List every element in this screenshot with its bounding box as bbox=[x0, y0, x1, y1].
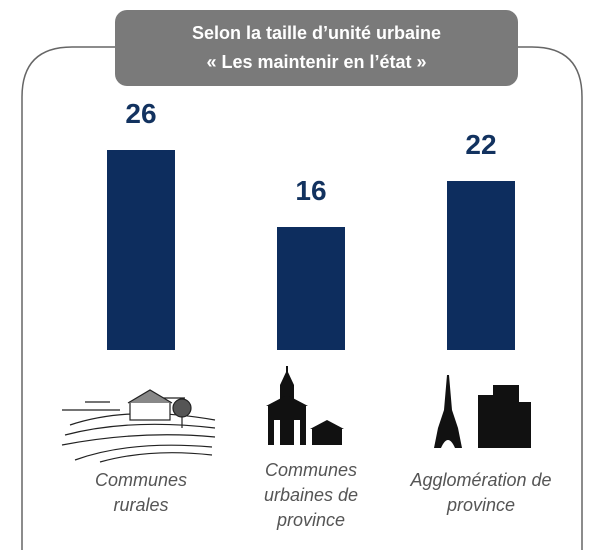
bar bbox=[277, 227, 345, 350]
city-icon bbox=[434, 375, 531, 448]
category-label: Agglomération de province bbox=[396, 468, 566, 518]
bar bbox=[107, 150, 175, 350]
rural-icon bbox=[62, 390, 215, 462]
category-label: Communes urbaines de province bbox=[249, 458, 374, 533]
bar bbox=[447, 181, 515, 350]
value-label: 22 bbox=[431, 129, 531, 161]
chart: Selon la taille d’unité urbaine « Les ma… bbox=[0, 0, 596, 550]
chart-title: Selon la taille d’unité urbaine bbox=[115, 19, 518, 48]
church-icon bbox=[266, 366, 344, 445]
value-label: 16 bbox=[261, 175, 361, 207]
value-label: 26 bbox=[91, 98, 191, 130]
category-label: Communes rurales bbox=[81, 468, 201, 518]
chart-subtitle: « Les maintenir en l’état » bbox=[115, 48, 518, 77]
title-box: Selon la taille d’unité urbaine « Les ma… bbox=[115, 10, 518, 86]
